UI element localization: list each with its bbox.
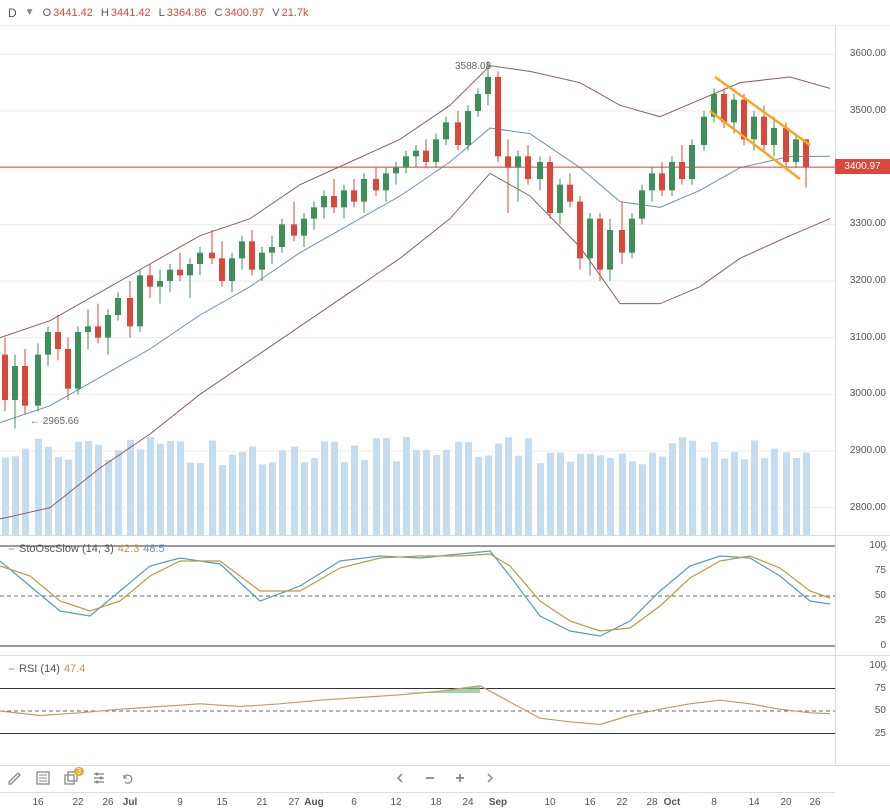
timeframe-dropdown-icon[interactable]: ▼ xyxy=(25,7,35,18)
chevron-left-icon[interactable] xyxy=(394,771,406,787)
stoch-name: StoOscSlow (14, 3) xyxy=(19,543,114,555)
zoom-in-icon[interactable] xyxy=(454,771,466,787)
rsi-name: RSI (14) xyxy=(19,663,60,675)
rsi-panel[interactable]: − RSI (14) 47.4 × 255075100 xyxy=(0,656,890,766)
rsi-value: 47.4 xyxy=(64,663,85,675)
stochastic-panel[interactable]: − StoOscSlow (14, 3) 42.3 48.5 × 0255075… xyxy=(0,536,890,656)
ohlc-volume: V21.7k xyxy=(272,7,308,19)
undo-icon[interactable] xyxy=(120,771,134,788)
time-x-axis: 162226Jul9152127Aug6121824Sep10162228Oct… xyxy=(0,792,835,812)
close-icon[interactable]: × xyxy=(880,540,888,556)
price-y-axis: 2800.002900.003000.003100.003200.003300.… xyxy=(835,26,890,536)
ohlc-low: L3364.86 xyxy=(159,7,207,19)
collapse-icon[interactable]: − xyxy=(8,662,15,676)
price-chart-canvas[interactable] xyxy=(0,26,835,536)
zoom-out-icon[interactable] xyxy=(424,771,436,787)
timeframe-label[interactable]: D xyxy=(8,6,17,20)
rsi-canvas[interactable] xyxy=(0,656,835,766)
chart-header: D ▼ O3441.42 H3441.42 L3364.86 C3400.97 … xyxy=(0,0,890,26)
ohlc-close: C3400.97 xyxy=(215,7,265,19)
low-annotation: ← 2965.66 xyxy=(30,416,79,427)
stoch-k-value: 42.3 xyxy=(118,543,139,555)
chevron-right-icon[interactable] xyxy=(484,771,496,787)
list-icon[interactable] xyxy=(36,771,50,788)
main-price-chart[interactable]: 2800.002900.003000.003100.003200.003300.… xyxy=(0,26,890,536)
current-price-tag: 3400.97 xyxy=(835,159,890,174)
ohlc-high: H3441.42 xyxy=(101,7,151,19)
ohlc-open: O3441.42 xyxy=(43,7,93,19)
pencil-icon[interactable] xyxy=(8,771,22,788)
settings-icon[interactable] xyxy=(92,771,106,788)
high-annotation: 3588.08 xyxy=(455,61,491,72)
layers-icon[interactable] xyxy=(64,771,78,788)
stoch-d-value: 48.5 xyxy=(143,543,164,555)
bottom-toolbar xyxy=(0,766,890,792)
close-icon[interactable]: × xyxy=(880,660,888,676)
rsi-header: − RSI (14) 47.4 xyxy=(8,662,85,676)
collapse-icon[interactable]: − xyxy=(8,542,15,556)
stoch-header: − StoOscSlow (14, 3) 42.3 48.5 xyxy=(8,542,165,556)
